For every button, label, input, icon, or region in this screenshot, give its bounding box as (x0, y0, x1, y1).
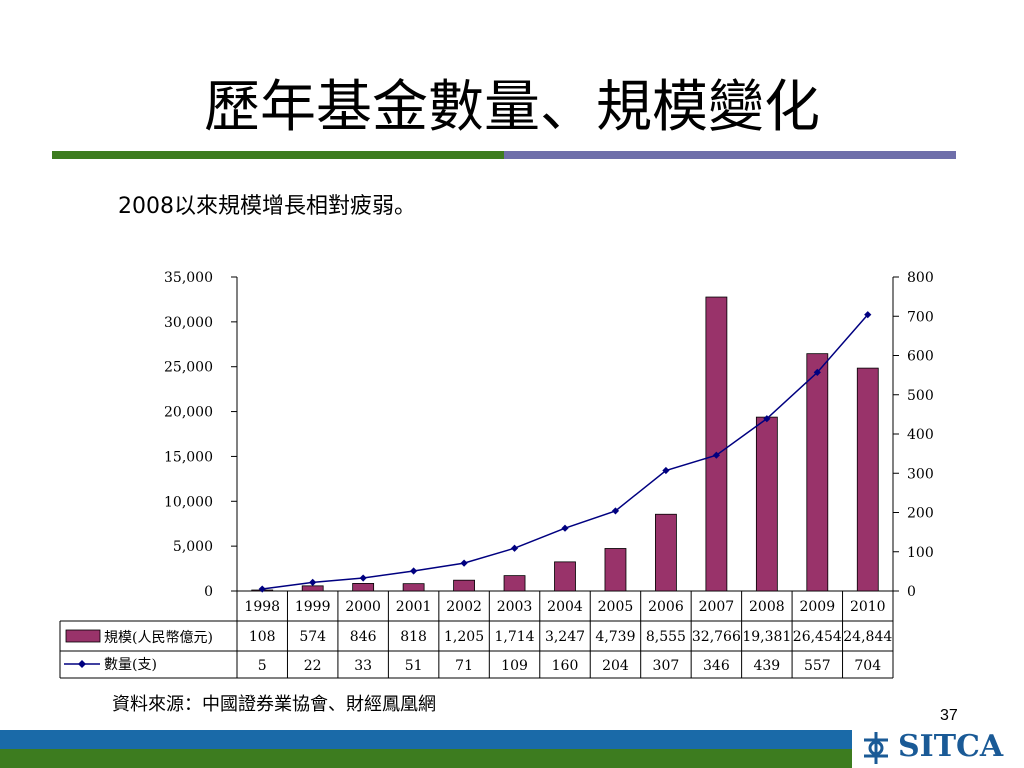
bar-1999 (301, 585, 324, 592)
count-point-2009 (813, 368, 821, 376)
x-tick-label: 2005 (598, 599, 634, 615)
y-left-tick-label: 30,000 (164, 315, 213, 331)
count-point-2003 (510, 544, 519, 552)
y-left-tick-label: 15,000 (164, 449, 213, 465)
count-point-2010 (864, 311, 872, 319)
x-tick-label: 2009 (799, 599, 835, 615)
x-tick-label: 1998 (244, 599, 280, 615)
count-point-2001 (410, 567, 418, 575)
count-value-cell: 33 (354, 658, 372, 674)
count-value-cell: 557 (804, 658, 831, 674)
count-value-cell: 704 (854, 658, 881, 674)
legend-bar-swatch (65, 629, 101, 643)
x-tick-label: 2003 (497, 599, 533, 615)
bar-2009 (806, 353, 829, 592)
bar-2001 (402, 583, 425, 592)
slide-subtitle: 2008以來規模增長相對疲弱。 (118, 194, 416, 219)
y-left-tick-label: 35,000 (164, 270, 213, 286)
count-point-2005 (611, 507, 620, 515)
bar-value-cell: 24,844 (843, 629, 892, 645)
count-value-cell: 307 (653, 658, 680, 674)
source-note: 資料來源：中國證券業協會、財經鳳凰網 (112, 694, 436, 715)
bar-value-cell: 1,714 (494, 629, 534, 645)
x-tick-label: 2007 (699, 599, 735, 615)
bar-value-cell: 846 (350, 629, 377, 645)
bar-2008 (755, 416, 778, 592)
legend-line-marker (78, 660, 86, 668)
count-point-2007 (712, 451, 720, 459)
sitca-logo-mark-icon (864, 732, 888, 764)
bar-value-cell: 1,205 (444, 629, 484, 645)
sitca-logo: SITCA (858, 728, 1024, 768)
page-number: 37 (940, 707, 958, 724)
x-tick-label: 2001 (396, 599, 432, 615)
bar-value-cell: 26,454 (793, 629, 842, 645)
bar-value-cell: 818 (400, 629, 427, 645)
bar-2006 (655, 513, 677, 592)
count-value-cell: 204 (602, 658, 629, 674)
bar-value-cell: 4,739 (595, 629, 635, 645)
y-right-tick-label: 200 (907, 506, 934, 522)
count-point-1999 (309, 578, 317, 586)
count-value-cell: 346 (703, 658, 730, 674)
bar-value-cell: 574 (299, 629, 326, 645)
sitca-logo-text: SITCA (898, 729, 1004, 764)
count-value-cell: 160 (552, 658, 579, 674)
count-value-cell: 109 (501, 658, 528, 674)
bar-2003 (503, 575, 526, 592)
y-left-tick-label: 25,000 (164, 360, 213, 376)
bar-value-cell: 32,766 (692, 629, 741, 645)
bar-2002 (453, 579, 475, 592)
count-value-cell: 51 (405, 658, 423, 674)
footer-band-green (0, 749, 852, 768)
y-right-tick-label: 400 (907, 427, 934, 443)
title-rule-right (504, 151, 956, 159)
bar-value-cell: 19,381 (742, 629, 791, 645)
bar-2000 (352, 583, 375, 592)
count-point-2008 (763, 415, 771, 423)
count-value-cell: 5 (258, 658, 267, 674)
count-point-2006 (662, 466, 670, 475)
x-tick-label: 2008 (749, 599, 785, 615)
y-right-tick-label: 700 (907, 309, 934, 325)
count-point-1998 (258, 585, 266, 593)
y-left-tick-label: 10,000 (164, 494, 213, 510)
y-left-tick-label: 5,000 (173, 539, 213, 555)
x-tick-label: 2006 (648, 599, 684, 615)
count-point-2004 (561, 524, 569, 532)
bar-2004 (554, 561, 576, 592)
title-rule-left (52, 151, 504, 159)
count-value-cell: 22 (304, 658, 322, 674)
legend-line-label: 數量(支) (104, 657, 157, 673)
x-tick-label: 1999 (295, 599, 331, 615)
count-point-2000 (359, 574, 367, 582)
bar-value-cell: 108 (249, 629, 276, 645)
count-value-cell: 71 (455, 658, 473, 674)
slide-title: 歷年基金數量、規模變化 (204, 75, 820, 140)
y-right-tick-label: 800 (907, 270, 934, 286)
x-tick-label: 2002 (446, 599, 482, 615)
y-right-tick-label: 0 (907, 584, 916, 600)
bar-value-cell: 8,555 (646, 629, 686, 645)
x-tick-label: 2000 (345, 599, 381, 615)
x-tick-label: 2010 (850, 599, 886, 615)
count-point-2002 (460, 559, 468, 567)
y-left-tick-label: 0 (204, 584, 213, 600)
x-tick-label: 2004 (547, 599, 583, 615)
title-rule (52, 151, 956, 159)
y-right-tick-label: 300 (907, 466, 934, 482)
y-right-tick-label: 600 (907, 349, 934, 365)
count-value-cell: 439 (753, 658, 780, 674)
y-left-tick-label: 20,000 (164, 405, 213, 421)
bar-2010 (856, 367, 879, 592)
footer-band-blue (0, 730, 852, 749)
y-right-tick-label: 100 (907, 545, 934, 561)
y-right-tick-label: 500 (907, 388, 934, 404)
bar-2007 (705, 296, 728, 592)
legend-bar-label: 規模(人民幣億元) (104, 630, 213, 646)
bar-value-cell: 3,247 (545, 629, 585, 645)
bar-2005 (604, 548, 627, 592)
footer-band (0, 730, 852, 768)
